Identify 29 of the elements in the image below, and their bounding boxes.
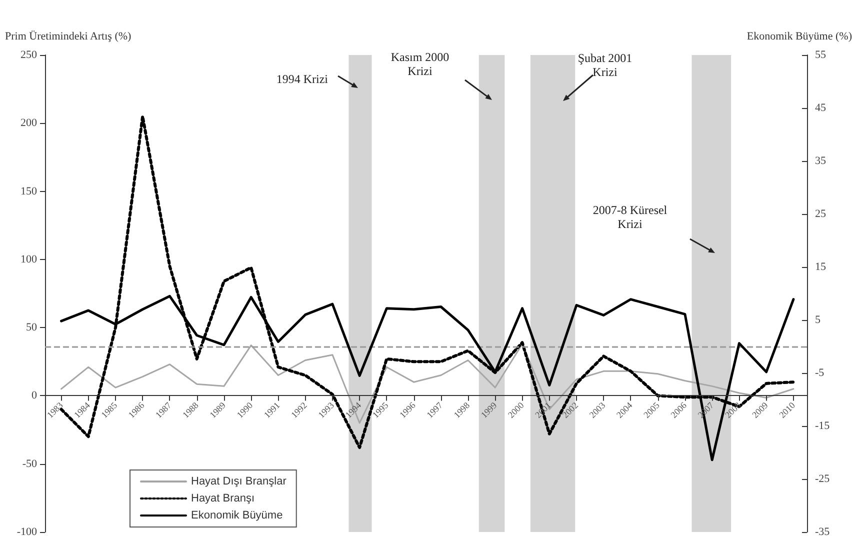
y-tick-label: 200	[20, 117, 38, 130]
y-tick-label: 150	[20, 185, 38, 198]
y-tick-label: 0	[32, 390, 38, 402]
y-tick-label: 100	[20, 253, 38, 266]
y-tick-label: 250	[20, 49, 38, 61]
y-tick-label: 50	[26, 322, 38, 334]
y2-tick-label: -15	[815, 420, 830, 432]
y-axis-title: Prim Üretimindeki Artış (%)	[5, 30, 132, 42]
legend-label: Hayat Dışı Branşlar	[191, 476, 287, 488]
y2-tick-label: 45	[815, 102, 826, 114]
y2-tick-label: 55	[815, 49, 826, 61]
y2-tick-label: 15	[815, 261, 826, 273]
y-tick-label: -50	[22, 458, 38, 470]
y2-tick-label: 25	[815, 208, 826, 220]
y2-tick-label: -5	[815, 367, 825, 379]
annotation: Şubat 2001 Krizi	[578, 51, 632, 79]
annotation: Kasım 2000 Krizi	[390, 50, 450, 78]
y2-tick-label: -25	[815, 473, 830, 485]
legend-label: Ekonomik Büyüme	[191, 510, 283, 522]
y2-axis-title: Ekonomik Büyüme (%)	[746, 30, 852, 42]
annotation: 1994 Krizi	[276, 72, 329, 86]
line-series	[60, 343, 794, 424]
y2-tick-label: -35	[815, 526, 830, 538]
legend-label: Hayat Branşı	[191, 492, 255, 504]
y2-tick-label: 35	[815, 155, 826, 167]
x-tick-label: 1991	[262, 400, 282, 420]
y2-tick-label: 5	[815, 314, 821, 326]
y-tick-label: -100	[16, 526, 38, 538]
annotation: 2007-8 Küresel Krizi	[592, 203, 668, 231]
